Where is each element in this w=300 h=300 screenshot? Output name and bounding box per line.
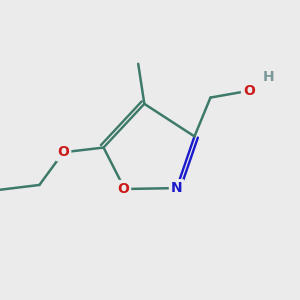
Text: O: O xyxy=(243,84,255,98)
Text: H: H xyxy=(262,70,274,84)
Text: O: O xyxy=(57,145,69,159)
Text: N: N xyxy=(171,181,182,195)
Text: O: O xyxy=(117,182,129,196)
